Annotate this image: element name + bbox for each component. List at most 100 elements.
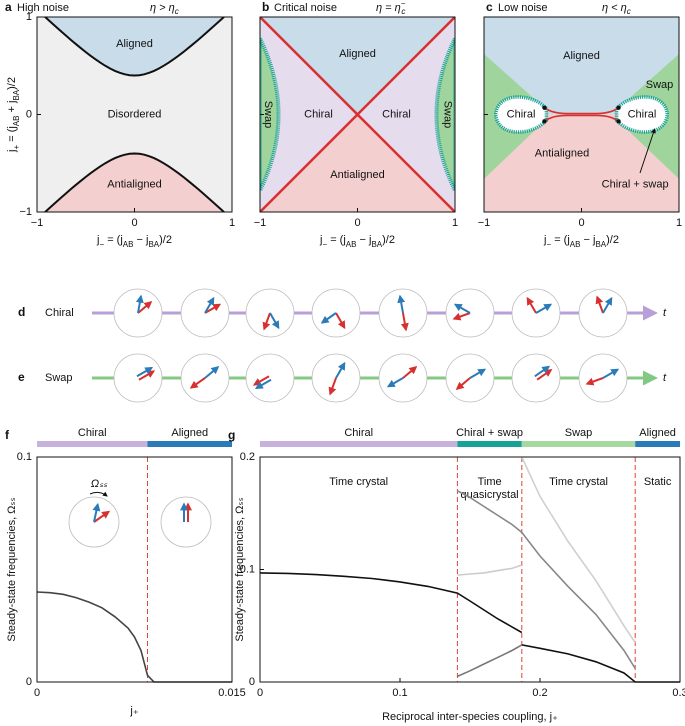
x-tick-label: 0 <box>34 687 40 699</box>
vector <box>204 303 222 314</box>
vector <box>262 312 271 331</box>
vector <box>402 366 418 379</box>
critical-point <box>542 119 547 124</box>
y-tick-label: 0 <box>249 676 255 688</box>
vector <box>136 366 154 378</box>
label-sub: BA <box>148 240 159 249</box>
regime-part: Time <box>478 476 502 488</box>
vector <box>400 312 409 332</box>
label-part: )/2 <box>382 234 395 246</box>
region-label: Swap <box>262 101 274 129</box>
label-part: + j <box>6 101 18 116</box>
phase-name: Chiral <box>78 427 107 439</box>
region-label: Swap <box>441 101 453 129</box>
phase-bar <box>635 441 680 447</box>
phase-name: Swap <box>565 427 593 439</box>
regime-label: Time crystal <box>329 476 388 488</box>
label-sub: BA <box>371 240 382 249</box>
x-axis-label: j₊ <box>129 705 138 717</box>
label-part: j <box>543 234 546 246</box>
inset-snapshot <box>160 496 212 548</box>
plot-frame <box>36 456 233 683</box>
x-tick-label: −1 <box>254 217 267 229</box>
vector <box>93 510 111 523</box>
x-tick-label: 1 <box>676 217 682 229</box>
panel-letter: c <box>486 0 493 14</box>
phase-bar <box>457 441 522 447</box>
phase-bar <box>37 441 148 447</box>
region-label: Chiral + swap <box>602 179 669 191</box>
y-tick-label: 0 <box>26 108 32 120</box>
y-tick-label: 0.2 <box>240 451 255 463</box>
phase-bar <box>521 441 636 447</box>
vector <box>135 294 144 314</box>
x-tick-label: 0 <box>578 217 584 229</box>
phase-bar <box>147 441 232 447</box>
phase-name: Chiral <box>344 427 373 439</box>
phase-name: Aligned <box>639 427 676 439</box>
label-part: j <box>96 234 99 246</box>
region-aligned <box>45 17 224 76</box>
label-sub: AB <box>12 116 21 127</box>
region-label: Chiral <box>628 108 657 120</box>
condition: η > ηc <box>150 2 179 16</box>
panel-title: Low noise <box>498 2 548 14</box>
regime-part: Static <box>644 476 672 488</box>
region-swap <box>434 37 455 192</box>
x-tick-label: 0 <box>354 217 360 229</box>
label-part: = (j <box>327 234 346 246</box>
label-part: )/2 <box>6 77 18 90</box>
vector <box>595 295 604 314</box>
y-tick-label: 1 <box>26 11 32 23</box>
condition-text: η > η <box>150 2 175 14</box>
regime-part: quasicrystal <box>461 489 519 501</box>
series-line <box>36 591 232 683</box>
label-part: )/2 <box>606 234 619 246</box>
panel-title: High noise <box>17 2 69 14</box>
region-label: Aligned <box>116 38 153 50</box>
region-antialigned <box>260 114 455 212</box>
y-axis-label: Steady-state frequencies, Ωₛₛ <box>6 497 18 641</box>
label-sub: BA <box>12 89 21 100</box>
series-line <box>457 490 523 534</box>
label-sub: AB <box>123 240 134 249</box>
panel-letter: d <box>18 305 25 319</box>
y-tick-label: −1 <box>19 206 32 218</box>
x-tick-label: 0.2 <box>532 687 547 699</box>
axis-label: j+ = (jAB + jBA)/2 <box>6 77 21 153</box>
x-tick-label: −1 <box>478 217 491 229</box>
label-sub: AB <box>346 240 357 249</box>
vector <box>328 377 337 396</box>
condition-sub: c <box>401 7 405 16</box>
label-part: j <box>6 150 18 153</box>
label-part: − j <box>580 234 595 246</box>
x-tick-label: 0.3 <box>672 687 685 699</box>
panel-letter: e <box>18 370 25 384</box>
axis-label: j− = (jAB − jBA)/2 <box>96 234 172 249</box>
snapshot <box>511 353 561 403</box>
x-tick-label: 1 <box>452 217 458 229</box>
snapshot <box>113 353 163 403</box>
time-label: t <box>663 372 667 384</box>
region-label: Chiral <box>507 108 536 120</box>
region-chiral <box>493 95 549 134</box>
axis-label: j− = (jAB − jBA)/2 <box>319 234 395 249</box>
boundary <box>260 17 455 212</box>
vector <box>189 377 206 389</box>
region-label: Chiral <box>304 108 333 120</box>
regime-label: Time crystal <box>549 476 608 488</box>
label-sub: − <box>99 240 104 249</box>
label-sub: − <box>322 240 327 249</box>
vector <box>320 312 337 324</box>
region-label: Swap <box>646 79 674 91</box>
condition-text: η < η <box>602 2 627 14</box>
y-tick-label: 0 <box>26 676 32 688</box>
label-part: j <box>319 234 322 246</box>
region-antialigned <box>45 153 224 212</box>
boundary <box>43 152 226 212</box>
x-axis-label: Reciprocal inter-species coupling, j₊ <box>382 711 558 723</box>
rotation-arrow <box>89 491 108 497</box>
series-line <box>521 531 636 669</box>
condition-sup: − <box>401 0 406 8</box>
